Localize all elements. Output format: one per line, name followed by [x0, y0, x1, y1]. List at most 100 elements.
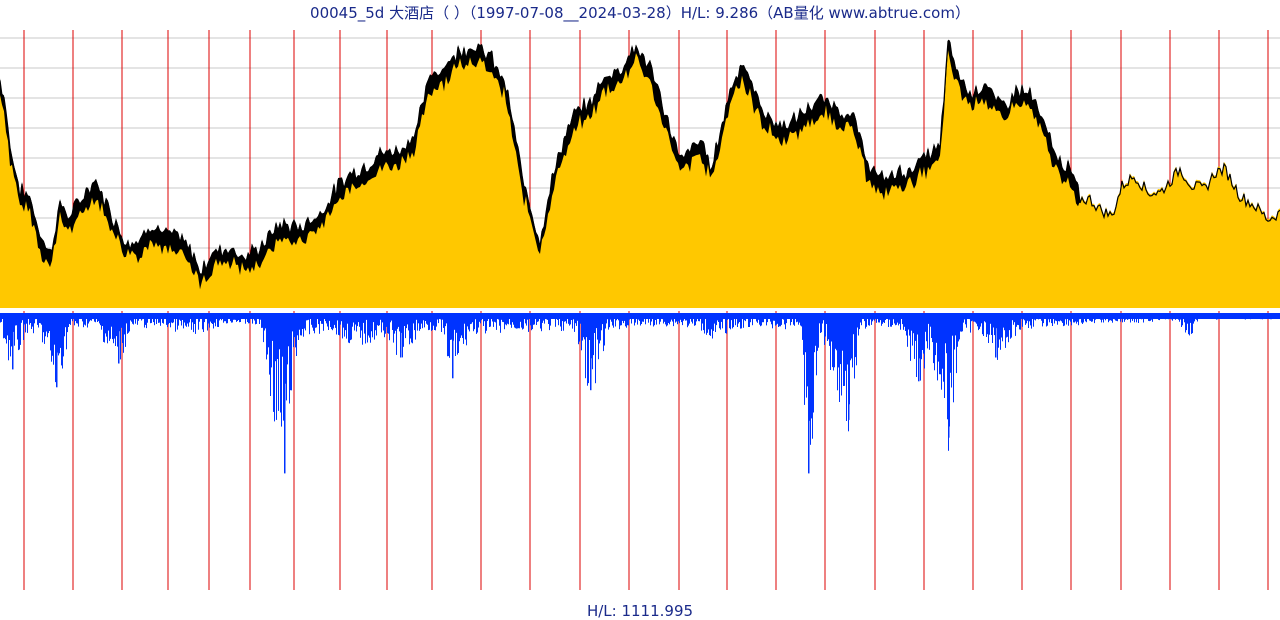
volume-bar: [992, 313, 993, 343]
volume-bar: [634, 313, 635, 326]
volume-bar: [620, 313, 621, 326]
volume-bar: [941, 313, 942, 390]
volume-bar: [909, 313, 910, 336]
volume-bar: [704, 313, 705, 334]
volume-bar: [460, 313, 461, 338]
volume-bar: [54, 313, 55, 345]
volume-bar: [429, 313, 430, 330]
volume-spike: [290, 313, 292, 391]
volume-bar: [515, 313, 516, 329]
volume-bar: [357, 313, 358, 327]
volume-bar: [459, 313, 460, 342]
volume-bar: [468, 313, 469, 330]
volume-bar: [555, 313, 556, 327]
volume-bar: [1181, 313, 1182, 327]
volume-bar: [1010, 313, 1011, 339]
volume-bar: [811, 313, 812, 419]
volume-bar: [857, 313, 858, 328]
volume-bar: [302, 313, 303, 329]
volume-bar: [455, 313, 456, 356]
volume-bar: [183, 313, 184, 329]
volume-bar: [342, 313, 343, 339]
volume-bar: [836, 313, 837, 351]
volume-bar: [959, 313, 960, 340]
volume-bar: [309, 313, 310, 335]
volume-bar: [740, 313, 741, 329]
volume-bar: [780, 313, 781, 327]
volume-bar: [266, 313, 267, 360]
volume-bar: [695, 313, 696, 326]
volume-bar: [38, 313, 39, 328]
volume-bar: [761, 313, 762, 326]
volume-bar: [31, 313, 32, 329]
volume-hl-label: H/L: 1111.995: [586, 602, 694, 620]
volume-bar: [195, 313, 196, 334]
volume-bar: [409, 313, 410, 345]
volume-bar: [999, 313, 1000, 340]
volume-bar: [1071, 313, 1072, 326]
volume-bar: [608, 313, 609, 330]
volume-bar: [432, 313, 433, 330]
volume-bar: [420, 313, 421, 330]
volume-bars: [0, 313, 1280, 474]
volume-bar: [465, 313, 466, 340]
volume-bar: [377, 313, 378, 326]
volume-bar: [44, 313, 45, 344]
volume-bar: [287, 313, 288, 365]
volume-bar: [296, 313, 297, 356]
volume-bar: [445, 313, 446, 327]
volume-bar: [994, 313, 995, 336]
volume-bar: [881, 313, 882, 326]
volume-bar: [273, 313, 274, 412]
volume-spike: [118, 313, 120, 364]
volume-bar: [1020, 313, 1021, 330]
volume-bar: [209, 313, 210, 328]
volume-bar: [315, 313, 316, 328]
volume-bar: [850, 313, 851, 361]
volume-bar: [790, 313, 791, 326]
volume-bar: [277, 313, 278, 359]
volume-bar: [279, 313, 280, 350]
chart-title: 00045_5d 大酒店（ ）（1997-07-08__2024-03-28）H…: [310, 4, 970, 22]
volume-spike: [284, 313, 286, 474]
volume-bar: [585, 313, 586, 379]
volume-bar: [9, 313, 10, 340]
volume-bar: [294, 313, 295, 338]
volume-bar: [476, 313, 477, 334]
volume-bar: [371, 313, 372, 332]
volume-bar: [109, 313, 110, 341]
volume-bar: [833, 313, 834, 371]
volume-bar: [305, 313, 306, 331]
volume-bar: [124, 313, 125, 335]
volume-bar: [1188, 313, 1189, 335]
volume-bar: [59, 313, 60, 354]
volume-bar: [962, 313, 963, 332]
volume-bar: [817, 313, 818, 351]
volume-bar: [530, 313, 531, 326]
volume-bar: [1182, 313, 1183, 326]
volume-bar: [483, 313, 484, 326]
volume-bar: [433, 313, 434, 326]
volume-bar: [945, 313, 946, 344]
volume-bar: [473, 313, 474, 332]
volume-bar: [203, 313, 204, 332]
volume-bar: [104, 313, 105, 343]
volume-bar: [298, 313, 299, 340]
volume-bar: [514, 313, 515, 328]
volume-bar: [898, 313, 899, 326]
volume-bar: [713, 313, 714, 331]
volume-bar: [940, 313, 941, 375]
volume-bar: [667, 313, 668, 326]
volume-bar: [1186, 313, 1187, 331]
volume-bar: [588, 313, 589, 384]
volume-bar: [912, 313, 913, 346]
volume-spike: [56, 313, 58, 388]
volume-bar: [954, 313, 955, 350]
volume-bar: [743, 313, 744, 328]
volume-bar: [55, 313, 56, 383]
volume-bar: [820, 313, 821, 333]
volume-bar: [942, 313, 943, 369]
volume-bar: [288, 313, 289, 347]
volume-bar: [682, 313, 683, 326]
volume-bar: [586, 313, 587, 338]
